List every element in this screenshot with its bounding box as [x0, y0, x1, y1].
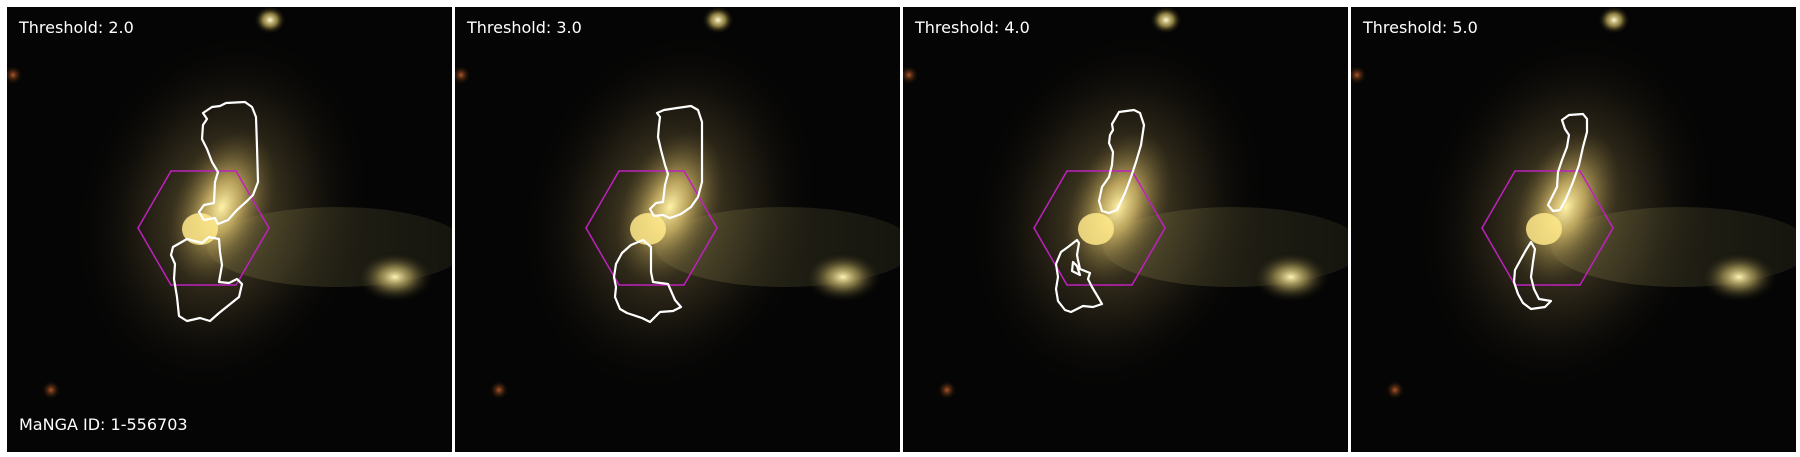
threshold-label: Threshold: 3.0	[467, 18, 582, 37]
threshold-label: Threshold: 4.0	[915, 18, 1030, 37]
contour-upper	[197, 100, 260, 226]
galaxy-image	[455, 7, 900, 452]
threshold-label: Threshold: 2.0	[19, 18, 134, 37]
contour-lower	[1054, 238, 1104, 314]
contour-lower	[169, 235, 244, 323]
image-panel-2: Threshold: 3.0	[455, 7, 900, 452]
ifu-hexagon	[585, 170, 718, 286]
contour-upper	[1097, 108, 1146, 215]
galaxy-image	[903, 7, 1348, 452]
contour-lower	[1512, 240, 1553, 311]
manga-id-label: MaNGA ID: 1-556703	[19, 415, 188, 434]
image-panel-3: Threshold: 4.0	[903, 7, 1348, 452]
galaxy-image	[1351, 7, 1796, 452]
ifu-hexagon	[137, 170, 270, 286]
image-panel-1: Threshold: 2.0 MaNGA ID: 1-556703	[7, 7, 452, 452]
threshold-label: Threshold: 5.0	[1363, 18, 1478, 37]
contour-upper	[1546, 112, 1589, 213]
image-panel-4: Threshold: 5.0	[1351, 7, 1796, 452]
contour-lower	[612, 238, 683, 324]
contour-upper	[648, 104, 704, 220]
ifu-hexagon	[1033, 170, 1166, 286]
galaxy-image	[7, 7, 452, 452]
